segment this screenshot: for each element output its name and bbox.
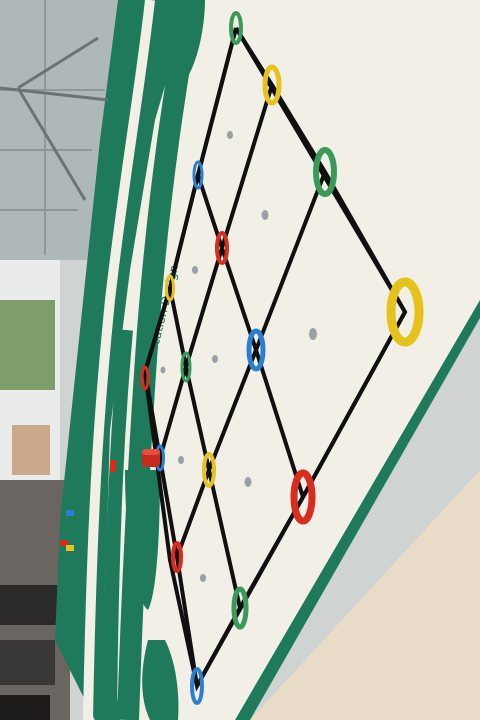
ring-blue: [246, 328, 266, 372]
ring-blue: [190, 667, 204, 705]
green-track: [103, 329, 133, 720]
ring-red: [290, 469, 316, 525]
ring-yellow: [386, 277, 424, 347]
ring-red: [171, 541, 183, 573]
ring-yellow: [262, 64, 282, 106]
cardboard-box: [12, 425, 50, 475]
outside-greenery: [0, 300, 55, 390]
red-game-piece-top: [142, 449, 160, 455]
ring-blue: [192, 160, 204, 190]
ring-yellow: [165, 274, 175, 302]
robot-part: [0, 640, 55, 685]
green-shape: [125, 470, 160, 610]
floor: [250, 470, 480, 720]
ring-red: [140, 365, 150, 391]
robot-part: [0, 585, 60, 625]
ring-yellow: [202, 452, 216, 488]
green-shape: [142, 640, 179, 720]
ring-markers: [140, 11, 424, 705]
ring-green: [229, 11, 243, 45]
green-shape: [160, 0, 205, 90]
grid-lines: [142, 26, 408, 692]
white-track: [83, 0, 155, 720]
ring-red: [215, 231, 229, 265]
gray-dots: [160, 131, 317, 582]
robot-part: [0, 695, 50, 720]
ring-green: [313, 147, 337, 197]
ring-green: [231, 586, 249, 630]
ring-green: [180, 351, 192, 383]
metal-stand: [0, 36, 109, 201]
far-markers: [60, 460, 116, 551]
